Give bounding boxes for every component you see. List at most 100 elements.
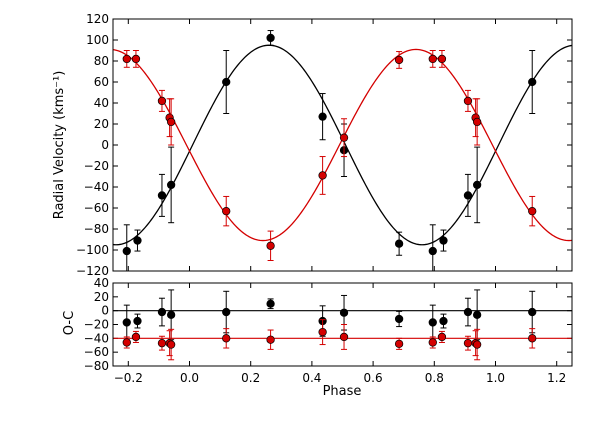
oc-data-point-1 bbox=[472, 328, 482, 361]
marker bbox=[131, 332, 141, 342]
rv-ytick-label: −60 bbox=[84, 201, 109, 215]
marker bbox=[339, 133, 349, 142]
oc-data-point-1 bbox=[131, 330, 141, 343]
rv-data-point-1 bbox=[528, 195, 537, 227]
oc-xtick-label: 0.8 bbox=[425, 371, 444, 385]
rv-ytick-label: 60 bbox=[94, 75, 109, 89]
rv-ytick-label: 40 bbox=[94, 96, 109, 110]
rv-ytick-label: −20 bbox=[84, 159, 109, 173]
rv-ytick-label: −80 bbox=[84, 222, 109, 236]
oc-ytick-label: 40 bbox=[94, 276, 109, 290]
rv-data-point-1 bbox=[166, 98, 176, 146]
oc-xtick-label: 0.2 bbox=[241, 371, 260, 385]
marker bbox=[437, 332, 447, 342]
marker bbox=[222, 206, 231, 216]
marker bbox=[339, 332, 349, 342]
rv-data-point-1 bbox=[437, 50, 447, 68]
marker bbox=[528, 77, 537, 87]
marker bbox=[222, 77, 231, 87]
marker bbox=[528, 206, 537, 216]
rv-data-point-1 bbox=[131, 50, 141, 68]
marker bbox=[463, 191, 473, 200]
rv-data-point-0 bbox=[318, 93, 327, 141]
oc-ytick-label: −60 bbox=[84, 345, 109, 359]
rv-data-point-1 bbox=[122, 50, 131, 68]
marker bbox=[472, 310, 482, 319]
rv-data-point-0 bbox=[133, 229, 142, 252]
rv-data-point-1 bbox=[339, 118, 349, 158]
rv-data-point-1 bbox=[318, 156, 327, 195]
marker bbox=[318, 112, 327, 121]
oc-ytick-label: −20 bbox=[84, 318, 109, 332]
oc-data-point-0 bbox=[122, 304, 131, 341]
marker bbox=[463, 339, 473, 348]
rv-data-point-1 bbox=[165, 98, 174, 138]
marker bbox=[122, 338, 131, 347]
marker bbox=[157, 307, 167, 317]
oc-data-point-0 bbox=[394, 310, 404, 328]
rv-ytick-label: 80 bbox=[94, 54, 109, 68]
marker bbox=[428, 338, 437, 347]
marker bbox=[166, 310, 176, 319]
marker bbox=[166, 117, 176, 127]
marker bbox=[339, 308, 349, 317]
marker bbox=[394, 314, 404, 324]
oc-xtick-label: 1.2 bbox=[547, 371, 566, 385]
rv-model-curve-1 bbox=[113, 48, 572, 242]
oc-data-point-1 bbox=[166, 328, 176, 361]
oc-data-point-1 bbox=[394, 337, 404, 350]
marker bbox=[266, 335, 275, 344]
rv-data-point-1 bbox=[222, 195, 231, 227]
oc-ytick-label: −80 bbox=[84, 359, 109, 373]
marker bbox=[318, 327, 327, 337]
rv-ytick-label: −120 bbox=[76, 264, 109, 278]
oc-data-point-0 bbox=[463, 297, 473, 327]
marker bbox=[472, 117, 482, 127]
rv-data-point-0 bbox=[166, 146, 176, 224]
oc-xtick-label: −0.2 bbox=[114, 371, 143, 385]
marker bbox=[157, 96, 167, 106]
marker bbox=[166, 180, 176, 190]
oc-data-point-1 bbox=[437, 330, 447, 343]
oc-data-point-1 bbox=[222, 328, 231, 349]
rv-data-point-1 bbox=[157, 89, 167, 112]
marker bbox=[528, 334, 537, 343]
marker bbox=[122, 318, 131, 327]
rv-data-point-0 bbox=[463, 173, 473, 217]
rv-ytick-label: 120 bbox=[86, 12, 109, 26]
marker bbox=[394, 239, 404, 248]
marker bbox=[428, 246, 437, 256]
rv-ytick-label: 100 bbox=[86, 33, 109, 47]
oc-ytick-label: −40 bbox=[84, 331, 109, 345]
marker bbox=[394, 339, 404, 349]
rv-data-point-1 bbox=[472, 98, 482, 146]
marker bbox=[394, 55, 404, 65]
marker bbox=[222, 307, 231, 317]
marker bbox=[266, 299, 275, 308]
marker bbox=[157, 339, 167, 348]
oc-data-point-1 bbox=[122, 336, 131, 349]
oc-data-point-0 bbox=[528, 290, 537, 334]
marker bbox=[472, 180, 482, 190]
rv-ytick-label: −40 bbox=[84, 180, 109, 194]
rv-data-point-0 bbox=[157, 173, 167, 217]
rv-data-point-1 bbox=[394, 51, 404, 69]
rv-data-point-0 bbox=[428, 224, 437, 271]
oc-data-point-1 bbox=[339, 324, 349, 350]
oc-data-point-1 bbox=[528, 328, 537, 349]
marker bbox=[122, 246, 131, 256]
oc-data-point-0 bbox=[133, 313, 142, 329]
oc-data-point-1 bbox=[266, 329, 275, 350]
marker bbox=[266, 33, 275, 43]
marker bbox=[157, 191, 167, 200]
oc-ytick-label: 0 bbox=[101, 304, 109, 318]
marker bbox=[463, 96, 473, 106]
oc-data-point-0 bbox=[439, 313, 448, 329]
marker bbox=[122, 54, 131, 64]
oc-ytick-label: 20 bbox=[94, 290, 109, 304]
rv-data-point-0 bbox=[439, 229, 448, 252]
oc-data-point-1 bbox=[318, 319, 327, 346]
rv-data-point-1 bbox=[428, 50, 437, 68]
marker bbox=[222, 334, 231, 343]
